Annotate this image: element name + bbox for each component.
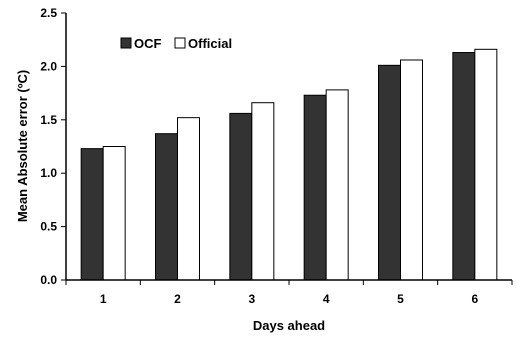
bar-official-day-5 <box>400 59 423 281</box>
bar-ocf-day-5 <box>378 64 401 281</box>
legend-label-ocf: OCF <box>134 36 162 51</box>
bar-ocf-day-2 <box>155 133 178 281</box>
bar-official-day-1 <box>102 146 126 281</box>
y-tick-label-1: 0.5 <box>40 220 57 234</box>
legend-label-official: Official <box>188 36 232 51</box>
bar-ocf-day-6 <box>452 52 476 281</box>
bar-official-day-6 <box>474 48 498 281</box>
y-tick-label-5: 2.5 <box>40 6 57 20</box>
legend: OCF Official <box>120 36 232 51</box>
x-tick-label-4: 4 <box>323 292 330 306</box>
bar-official-day-4 <box>325 89 349 281</box>
bar-official-day-3 <box>251 102 275 281</box>
x-tick-label-5: 5 <box>397 292 404 306</box>
bar-ocf-day-1 <box>80 148 104 281</box>
y-tick-label-0: 0.0 <box>40 273 57 287</box>
axes-layer: 0.0 0.5 1.0 1.5 2.0 2.5 1 2 3 4 5 6 <box>40 6 513 306</box>
bar-ocf-day-4 <box>303 94 327 281</box>
y-tick-label-2: 1.0 <box>40 166 57 180</box>
x-tick-label-1: 1 <box>100 292 107 306</box>
legend-swatch-ocf <box>120 37 132 49</box>
legend-swatch-official <box>174 37 186 49</box>
y-tick-label-3: 1.5 <box>40 113 57 127</box>
x-tick-label-6: 6 <box>471 292 478 306</box>
x-axis-title: Days ahead <box>253 318 325 333</box>
bars-layer <box>80 48 498 281</box>
bar-official-day-2 <box>177 117 200 281</box>
bar-ocf-day-3 <box>229 112 253 281</box>
x-tick-label-2: 2 <box>174 292 181 306</box>
x-tick-label-3: 3 <box>248 292 255 306</box>
y-tick-label-4: 2.0 <box>40 59 57 73</box>
y-axis-title: Mean Absolute error (ºC) <box>15 70 30 222</box>
